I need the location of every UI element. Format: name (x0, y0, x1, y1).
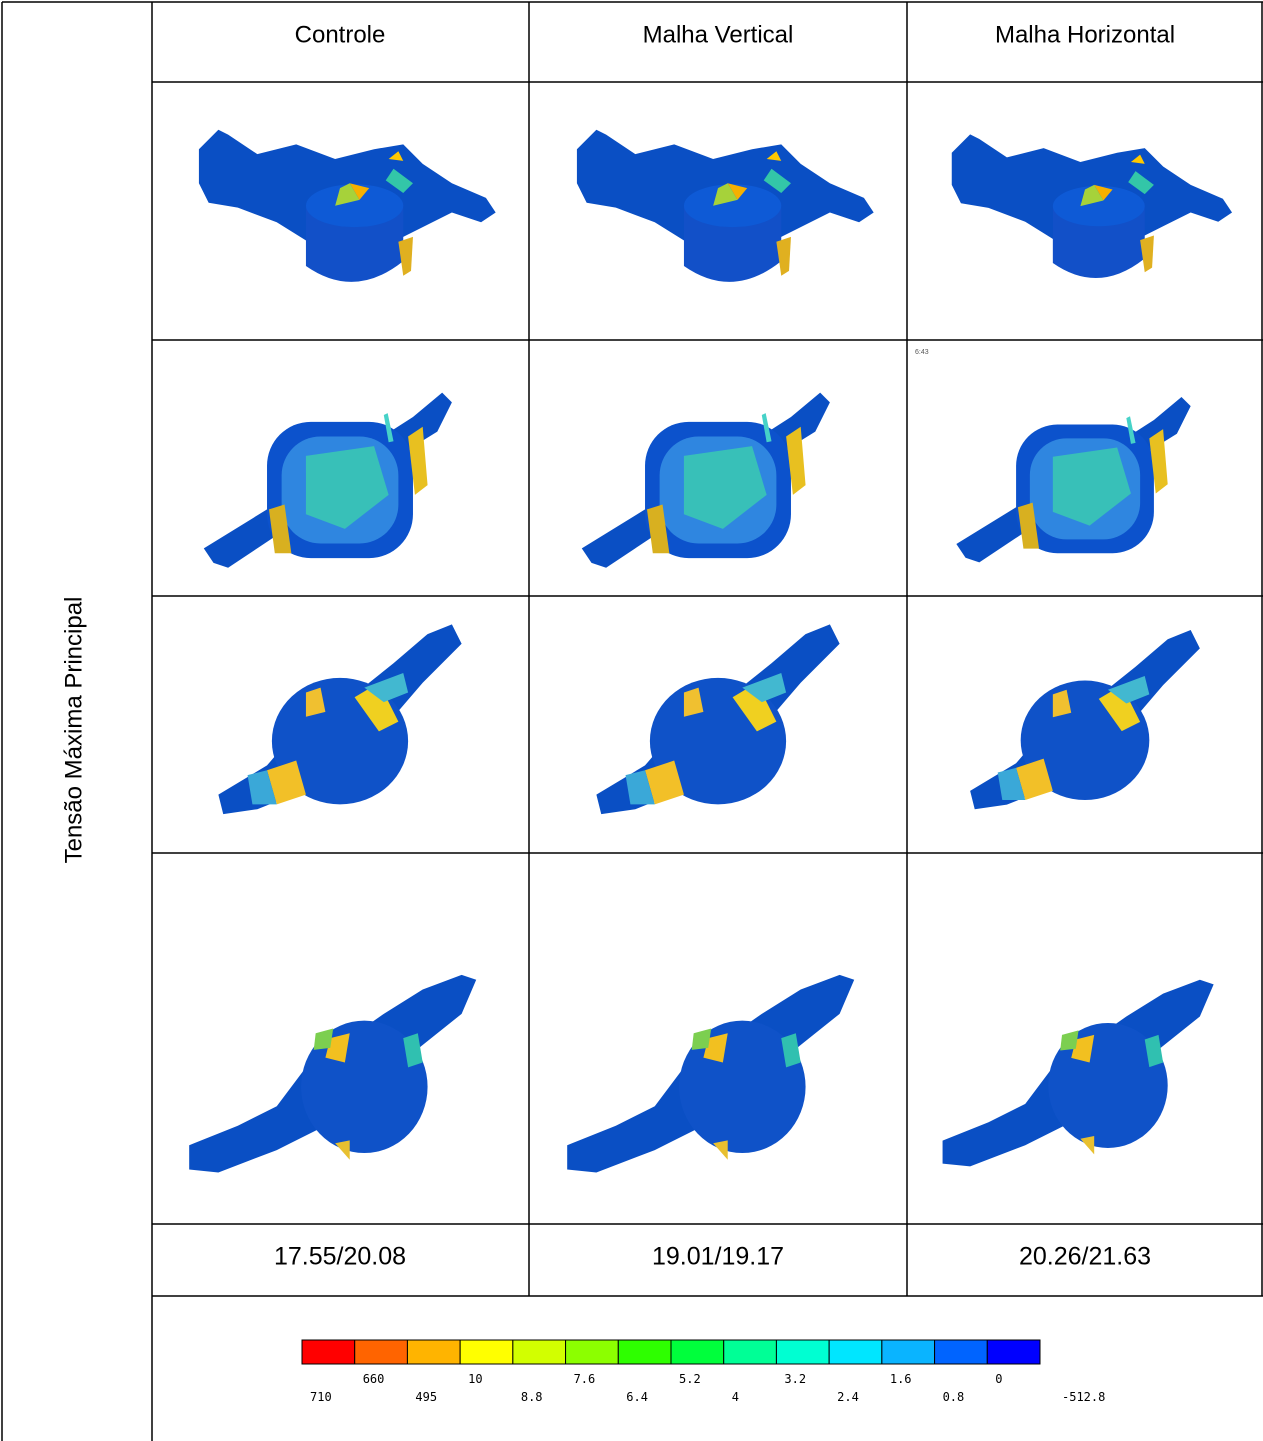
legend-swatch (829, 1340, 882, 1364)
legend-swatch (776, 1340, 829, 1364)
legend-label: 7.6 (574, 1372, 596, 1386)
legend-label: 660 (363, 1372, 385, 1386)
legend-swatch (618, 1340, 671, 1364)
legend-swatch (987, 1340, 1040, 1364)
legend-label: 8.8 (521, 1390, 543, 1404)
legend-label: 0 (995, 1372, 1002, 1386)
image-note: 6:43 (915, 349, 929, 356)
legend-swatch (566, 1340, 619, 1364)
model-images (189, 130, 1232, 1173)
legend-swatch (882, 1340, 935, 1364)
column-header: Controle (295, 21, 386, 48)
legend-label: 3.2 (784, 1372, 806, 1386)
legend-label: 1.6 (890, 1372, 912, 1386)
row-label: Tensão Máxima Principal (60, 597, 87, 864)
legend-label: 710 (310, 1390, 332, 1404)
cell-value: 20.26/21.63 (1019, 1243, 1151, 1271)
cell-value: 17.55/20.08 (274, 1243, 406, 1271)
legend-label: 6.4 (626, 1390, 648, 1404)
legend-label: 5.2 (679, 1372, 701, 1386)
legend-label: 495 (415, 1390, 437, 1404)
color-legend: 710 660 495 10 8.8 7.6 6.4 5.2 4 3.2 2.4 1.6 0.8 0 -51… (302, 1340, 1105, 1404)
legend-label: 0.8 (943, 1390, 965, 1404)
legend-label: 2.4 (837, 1390, 859, 1404)
cell-value: 19.01/19.17 (652, 1243, 784, 1271)
column-header: Malha Horizontal (995, 21, 1175, 48)
legend-swatch (935, 1340, 988, 1364)
legend-label: 10 (468, 1372, 482, 1386)
legend-label: -512.8 (1062, 1390, 1105, 1404)
legend-swatch (724, 1340, 777, 1364)
legend-swatch (671, 1340, 724, 1364)
legend-label: 4 (732, 1390, 739, 1404)
column-header: Malha Vertical (643, 21, 794, 48)
legend-swatch (407, 1340, 460, 1364)
legend-swatch (460, 1340, 513, 1364)
legend-swatch (302, 1340, 355, 1364)
legend-swatch (355, 1340, 408, 1364)
page: Tensão Máxima Principal Controle Malha V… (0, 0, 1263, 1441)
legend-swatch (513, 1340, 566, 1364)
